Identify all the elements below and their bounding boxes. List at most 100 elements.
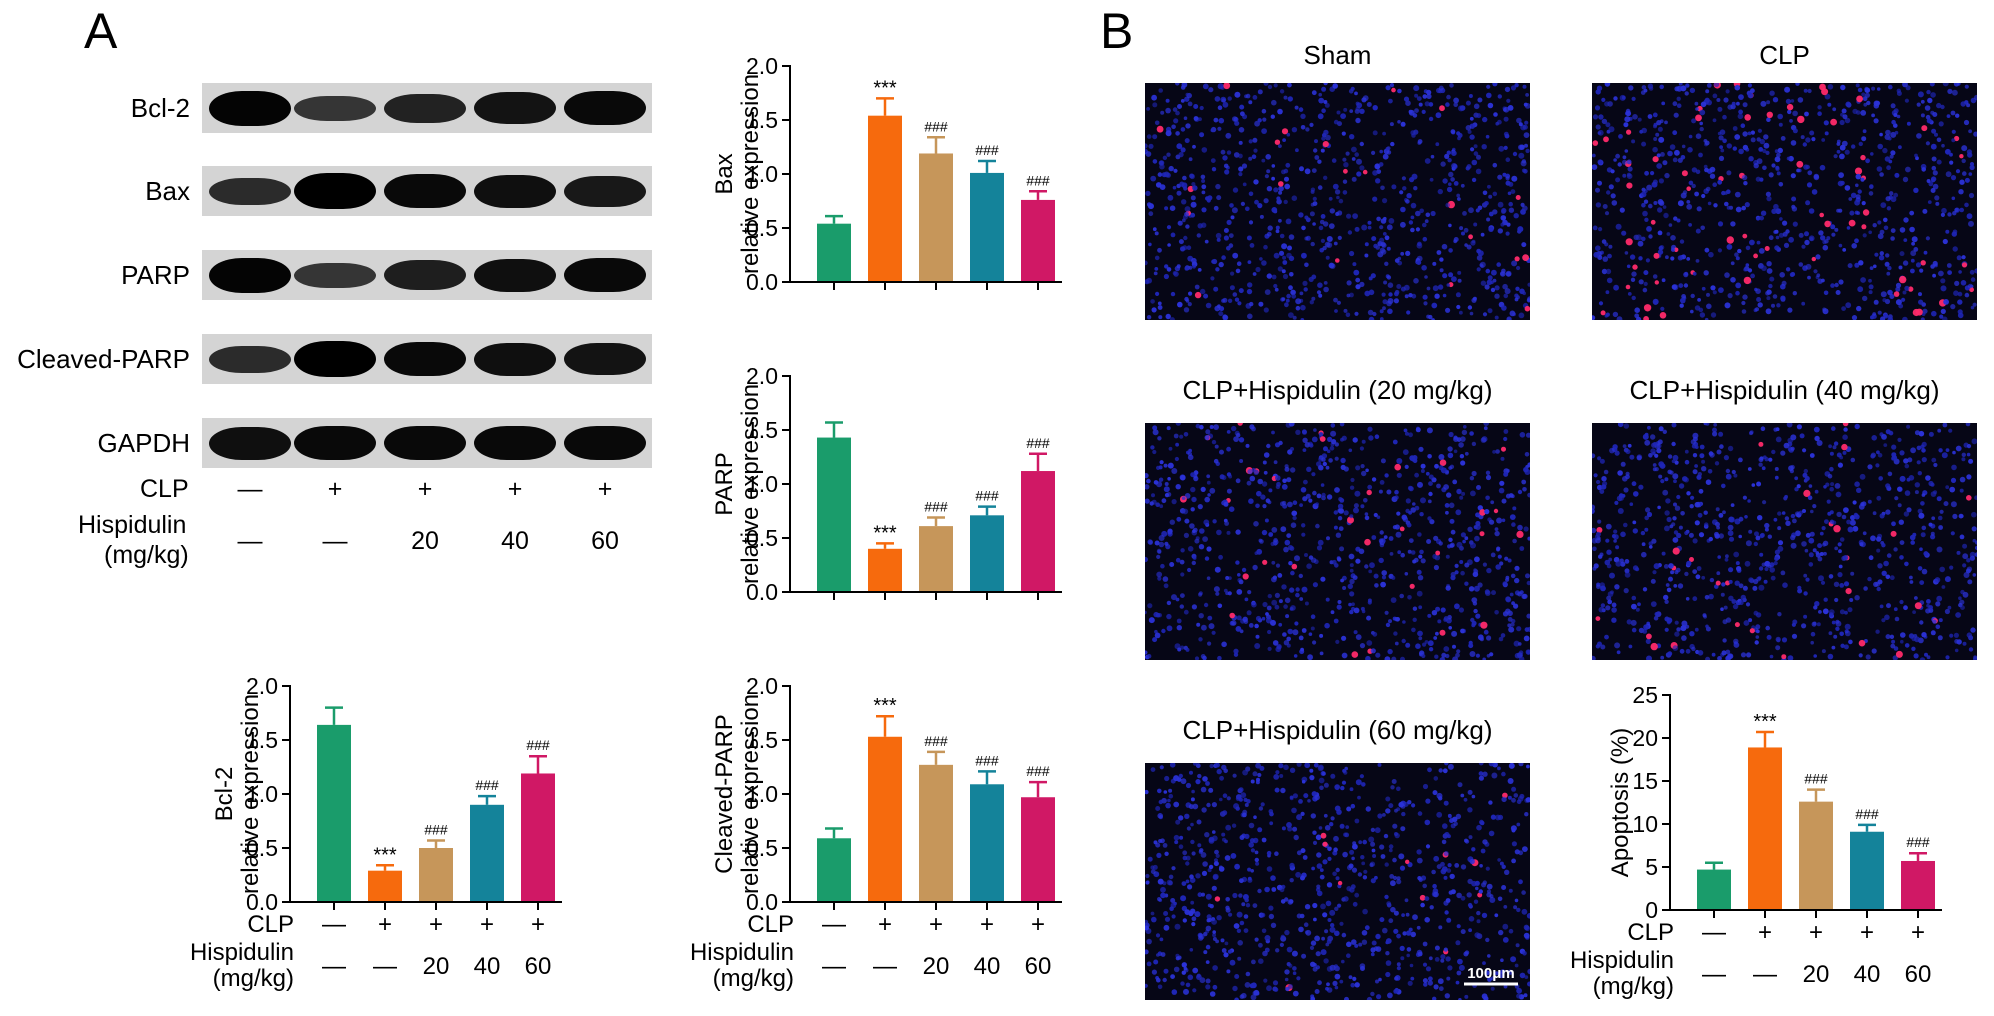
nucleus <box>1477 250 1484 257</box>
nucleus <box>1839 583 1845 588</box>
nucleus <box>1318 764 1324 771</box>
nucleus <box>1252 95 1258 100</box>
nucleus <box>1673 530 1679 535</box>
nucleus <box>1330 773 1336 779</box>
nucleus <box>1817 278 1823 284</box>
nucleus <box>1496 546 1501 551</box>
nucleus <box>1383 280 1388 285</box>
y-axis-label: Bax <box>711 153 738 194</box>
blot-clp-value: + <box>597 475 613 503</box>
nucleus <box>1743 267 1748 272</box>
nucleus <box>1510 956 1517 963</box>
nucleus <box>1146 653 1152 659</box>
nucleus <box>1624 571 1631 578</box>
nucleus <box>1968 220 1974 227</box>
nucleus <box>1798 510 1804 515</box>
nucleus <box>1893 113 1898 117</box>
blot-clp-value: + <box>327 475 343 503</box>
nucleus <box>1886 206 1892 211</box>
nucleus <box>1195 423 1201 429</box>
x-clp-value: + <box>929 911 943 938</box>
nucleus <box>1222 297 1228 303</box>
nucleus <box>1290 522 1297 528</box>
nucleus <box>1661 551 1666 556</box>
nucleus <box>1235 529 1241 535</box>
nucleus <box>1220 938 1225 943</box>
nucleus <box>1266 169 1271 174</box>
nucleus <box>1387 308 1393 315</box>
nucleus <box>1946 263 1952 268</box>
nucleus <box>1442 768 1448 774</box>
nucleus <box>1648 234 1653 239</box>
nucleus <box>1154 632 1161 639</box>
nucleus <box>1180 645 1185 650</box>
nucleus <box>1171 866 1176 871</box>
nucleus <box>1190 507 1195 512</box>
nucleus <box>1952 450 1956 455</box>
nucleus <box>1253 521 1259 527</box>
nucleus <box>1211 802 1217 808</box>
nucleus <box>1864 86 1869 92</box>
nucleus <box>1945 655 1950 660</box>
nucleus <box>1182 918 1187 923</box>
nucleus <box>1654 453 1659 458</box>
nucleus <box>1233 652 1239 657</box>
nucleus <box>1302 855 1308 860</box>
nucleus <box>1953 290 1959 296</box>
nucleus <box>1471 620 1477 626</box>
nucleus <box>1732 603 1739 610</box>
nucleus <box>1158 88 1163 93</box>
nucleus <box>1158 799 1163 805</box>
nucleus <box>1150 445 1155 450</box>
nucleus <box>1319 868 1324 872</box>
nucleus <box>1393 298 1399 304</box>
nucleus <box>1523 932 1530 939</box>
nucleus <box>1524 469 1530 475</box>
nucleus <box>1862 233 1867 238</box>
nucleus <box>1696 566 1702 571</box>
x-clp-value: + <box>1911 919 1925 946</box>
nucleus <box>1880 316 1886 320</box>
nucleus <box>1676 494 1681 500</box>
nucleus <box>1183 967 1189 973</box>
nucleus <box>1676 627 1681 632</box>
nucleus <box>1474 556 1480 563</box>
nucleus <box>1227 96 1232 101</box>
nucleus <box>1324 622 1330 629</box>
nucleus <box>1941 143 1945 148</box>
nucleus <box>1950 175 1957 181</box>
nucleus <box>1314 935 1320 942</box>
nucleus <box>1876 166 1883 172</box>
nucleus <box>1236 928 1242 933</box>
nucleus <box>1677 200 1684 207</box>
nucleus <box>1878 476 1883 481</box>
nucleus <box>1238 787 1244 793</box>
nucleus <box>1952 229 1958 235</box>
nucleus <box>1370 878 1376 884</box>
nucleus <box>1457 278 1462 283</box>
nucleus <box>1770 575 1776 581</box>
nucleus <box>1831 645 1836 650</box>
apoptotic-cell <box>1347 516 1354 524</box>
nucleus <box>1418 636 1423 641</box>
x-hispidulin-value: 20 <box>923 953 950 980</box>
nucleus <box>1669 144 1676 150</box>
nucleus <box>1624 149 1629 153</box>
nucleus <box>1406 522 1412 528</box>
nucleus <box>1750 273 1755 279</box>
nucleus <box>1229 203 1234 208</box>
nucleus <box>1688 532 1694 538</box>
nucleus <box>1664 599 1669 604</box>
nucleus <box>1758 584 1765 591</box>
nucleus <box>1254 850 1259 855</box>
nucleus <box>1361 224 1368 231</box>
nucleus <box>1913 247 1919 252</box>
nucleus <box>1438 541 1443 546</box>
nucleus <box>1175 484 1181 490</box>
nucleus <box>1620 461 1626 467</box>
nucleus <box>1716 571 1721 576</box>
nucleus <box>1489 897 1496 903</box>
nucleus <box>1809 130 1815 136</box>
nucleus <box>1456 649 1461 654</box>
nucleus <box>1261 928 1267 934</box>
